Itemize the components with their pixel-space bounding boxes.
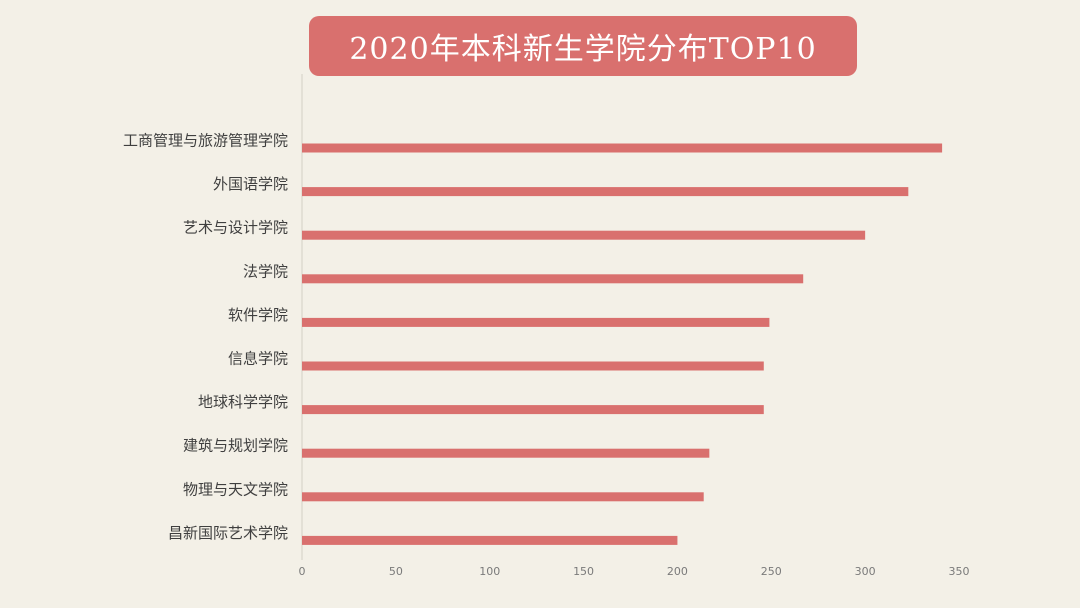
- x-tick-label: 100: [479, 565, 500, 578]
- x-tick-label: 250: [761, 565, 782, 578]
- x-tick-label: 0: [299, 565, 306, 578]
- bars-group: [302, 143, 943, 545]
- x-tick-label: 350: [949, 565, 970, 578]
- bar: [302, 187, 909, 197]
- category-label: 建筑与规划学院: [183, 437, 288, 455]
- bar: [302, 405, 764, 415]
- category-label: 艺术与设计学院: [183, 219, 288, 237]
- category-label: 外国语学院: [213, 175, 288, 193]
- category-label: 工商管理与旅游管理学院: [123, 132, 288, 150]
- bar: [302, 535, 678, 545]
- x-tick-label: 300: [855, 565, 876, 578]
- bar: [302, 274, 804, 284]
- category-label: 昌新国际艺术学院: [168, 524, 288, 542]
- category-labels-group: 工商管理与旅游管理学院外国语学院艺术与设计学院法学院软件学院信息学院地球科学学院…: [123, 132, 288, 542]
- chart-title: 2020年本科新生学院分布TOP10: [309, 16, 857, 76]
- category-label: 地球科学学院: [198, 393, 288, 411]
- bar: [302, 492, 704, 502]
- bar: [302, 143, 943, 153]
- x-tick-labels-group: 0 50 100 150 200 250 300 350: [299, 565, 970, 578]
- bar: [302, 230, 866, 240]
- bar: [302, 448, 710, 458]
- x-tick-label: 200: [667, 565, 688, 578]
- bar: [302, 361, 764, 371]
- x-tick-label: 150: [573, 565, 594, 578]
- category-label: 法学院: [243, 262, 288, 280]
- bar: [302, 317, 770, 327]
- x-tick-label: 50: [389, 565, 403, 578]
- category-label: 信息学院: [228, 350, 288, 368]
- category-label: 物理与天文学院: [183, 480, 288, 498]
- category-label: 软件学院: [228, 306, 288, 324]
